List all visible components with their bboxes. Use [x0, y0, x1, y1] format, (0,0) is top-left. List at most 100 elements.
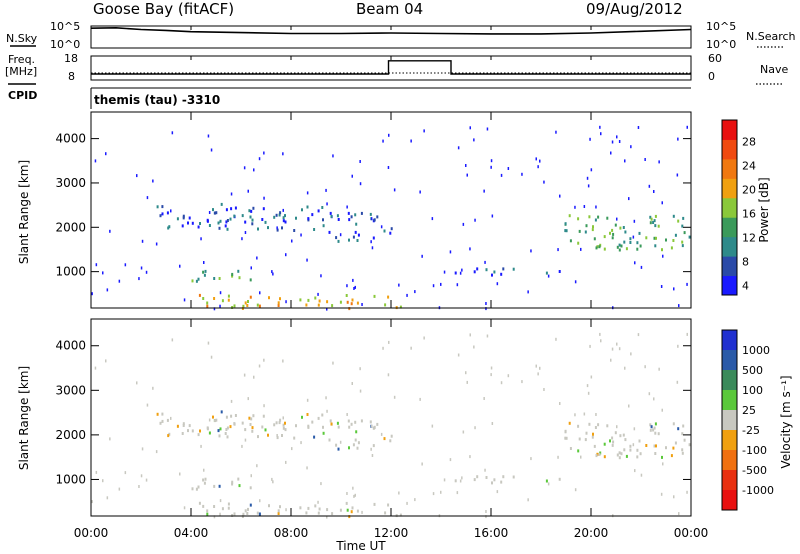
data-cell — [264, 428, 267, 432]
data-cell — [337, 239, 340, 243]
velocity-colorbar: 1000 500 100 25 -25 -100 -500 -1000 — [721, 329, 774, 511]
data-cell — [622, 226, 625, 229]
data-cell — [652, 428, 655, 432]
data-cell — [459, 271, 462, 275]
data-cell — [574, 205, 576, 209]
data-cell — [474, 218, 476, 222]
data-cell — [636, 455, 639, 459]
data-cell — [674, 233, 677, 237]
data-cell — [633, 219, 636, 223]
data-cell — [688, 235, 691, 239]
data-cell — [321, 206, 324, 209]
data-cell — [521, 380, 523, 384]
data-cell — [372, 444, 375, 448]
noise-tick-right-top: 10^5 — [706, 20, 736, 33]
data-cell — [535, 157, 537, 161]
data-cell — [198, 293, 201, 297]
data-cell — [124, 263, 127, 267]
data-cell — [156, 412, 159, 416]
data-cell — [359, 182, 362, 186]
data-cell — [273, 215, 276, 219]
data-cell — [281, 226, 283, 230]
data-cell — [285, 508, 287, 512]
data-cell — [653, 397, 655, 401]
data-cell — [277, 301, 280, 305]
data-cell — [279, 418, 282, 422]
data-cell — [347, 419, 350, 423]
velocity-colorbar-tick: -100 — [742, 444, 767, 457]
power-colorbar-swatch — [722, 178, 737, 199]
data-cell — [640, 265, 643, 269]
data-cell — [483, 397, 485, 400]
data-cell — [356, 446, 359, 450]
data-cell — [238, 276, 241, 280]
data-cell — [350, 302, 353, 306]
data-cell — [473, 270, 476, 274]
data-cell — [359, 367, 361, 371]
data-cell — [618, 347, 621, 351]
data-cell — [636, 241, 639, 245]
data-cell — [677, 344, 679, 348]
noise-tick-left-bottom: 10^0 — [50, 38, 80, 51]
data-cell — [629, 448, 632, 452]
data-cell — [251, 222, 254, 226]
data-cell — [268, 296, 270, 300]
x-tick-label: 12:00 — [374, 526, 409, 540]
data-cell — [256, 303, 259, 307]
data-cell — [530, 249, 532, 253]
data-cell — [387, 373, 390, 377]
data-cell — [213, 515, 216, 519]
data-cell — [346, 413, 348, 416]
data-cell — [282, 152, 284, 156]
power-colorbar-tick: 28 — [742, 136, 756, 149]
data-cell — [348, 515, 351, 519]
data-cell — [628, 404, 630, 408]
data-cell — [313, 228, 316, 231]
power-colorbar-frame — [721, 119, 738, 296]
power-panel-frame — [90, 111, 692, 309]
data-cell — [182, 216, 185, 220]
data-cell — [206, 512, 209, 516]
data-cell — [276, 436, 279, 440]
data-cell — [616, 135, 618, 139]
data-cell — [242, 304, 245, 308]
data-cell — [118, 487, 121, 491]
data-cell — [485, 515, 487, 519]
data-cell — [657, 432, 660, 436]
data-cell — [242, 512, 245, 516]
data-cell — [590, 168, 593, 172]
data-cell — [244, 438, 247, 442]
data-cell — [195, 487, 198, 491]
data-cell — [218, 484, 221, 488]
data-cell — [490, 165, 492, 169]
data-cell — [279, 211, 282, 215]
data-cell — [109, 437, 111, 441]
data-cell — [272, 272, 274, 276]
data-cell — [227, 294, 230, 298]
data-cell — [188, 424, 191, 428]
data-cell — [206, 427, 209, 431]
data-cell — [136, 174, 138, 178]
data-cell — [91, 292, 93, 296]
data-cell — [213, 419, 216, 423]
velocity-colorbar-swatch — [722, 390, 737, 411]
data-cell — [152, 179, 154, 183]
data-cell — [251, 218, 254, 222]
data-cell — [592, 432, 594, 436]
data-cell — [591, 435, 594, 439]
data-cell — [152, 386, 154, 390]
data-cell — [654, 422, 657, 426]
velocity-colorbar-tick: 25 — [742, 404, 756, 417]
data-cell — [256, 256, 258, 260]
data-cell — [527, 498, 529, 502]
data-cell — [625, 247, 628, 251]
data-cell — [686, 282, 688, 286]
data-cell — [208, 224, 211, 227]
data-cell — [545, 271, 548, 275]
data-cell — [307, 506, 310, 510]
data-cell — [440, 490, 442, 494]
data-cell — [469, 126, 471, 130]
data-cell — [155, 450, 158, 454]
data-cell — [258, 364, 261, 368]
